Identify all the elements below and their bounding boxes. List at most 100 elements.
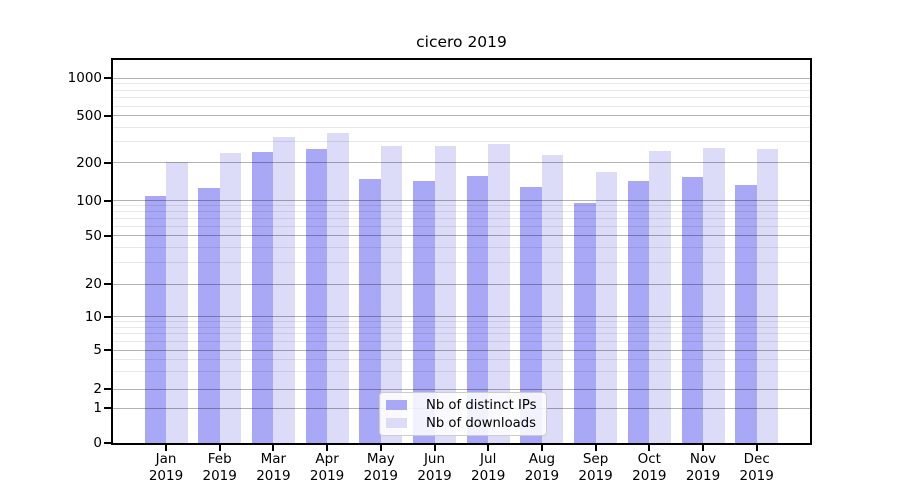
plot-area bbox=[113, 60, 810, 443]
minor-gridline-90 bbox=[113, 205, 810, 207]
legend-item-downloads: Nb of downloads bbox=[386, 414, 540, 432]
x-tick-jan bbox=[165, 445, 167, 451]
legend-label-distinct-ips: Nb of distinct IPs bbox=[426, 397, 537, 413]
bar-distinct-ips-apr bbox=[305, 149, 328, 443]
legend-swatch-distinct-ips bbox=[386, 399, 407, 411]
bar-downloads-dec bbox=[756, 149, 779, 443]
bar-distinct-ips-jun bbox=[413, 181, 435, 443]
bar-downloads-aug bbox=[541, 154, 564, 443]
x-tick-label-jun: Jun 2019 bbox=[417, 451, 452, 484]
x-tick-label-apr: Apr 2019 bbox=[309, 451, 345, 484]
y-tick-0 bbox=[104, 442, 111, 444]
x-tick-label-oct: Oct 2019 bbox=[632, 451, 667, 484]
minor-gridline-6 bbox=[113, 340, 810, 342]
minor-gridline-70 bbox=[113, 218, 810, 220]
bar-distinct-ips-may bbox=[359, 179, 381, 443]
x-tick-feb bbox=[218, 445, 221, 451]
bar-distinct-ips-jan bbox=[144, 196, 166, 443]
legend-swatch-downloads bbox=[386, 417, 407, 429]
x-tick-may bbox=[379, 445, 382, 451]
y-tick-label-100: 100 bbox=[76, 192, 102, 209]
y-tick-label-5: 5 bbox=[93, 342, 102, 359]
major-gridline-100 bbox=[113, 200, 810, 202]
bar-distinct-ips-mar bbox=[251, 152, 274, 443]
bar-distinct-ips-feb bbox=[198, 188, 220, 443]
y-tick-10 bbox=[104, 315, 111, 318]
bar-distinct-ips-nov bbox=[681, 177, 703, 443]
major-gridline-50 bbox=[113, 235, 810, 237]
y-tick-label-50: 50 bbox=[84, 227, 102, 244]
y-tick-label-1000: 1000 bbox=[67, 70, 102, 87]
y-tick-1 bbox=[104, 407, 111, 410]
major-gridline-5 bbox=[113, 349, 810, 351]
minor-gridline-800 bbox=[113, 89, 810, 91]
y-tick-2 bbox=[104, 388, 111, 391]
minor-gridline-80 bbox=[113, 211, 810, 213]
x-tick-label-feb: Feb 2019 bbox=[202, 451, 237, 484]
bar-downloads-jul bbox=[488, 143, 510, 443]
x-tick-label-jan: Jan 2019 bbox=[148, 451, 184, 484]
y-tick-200 bbox=[104, 161, 111, 164]
minor-gridline-7 bbox=[113, 333, 810, 335]
x-tick-label-dec: Dec 2019 bbox=[739, 451, 774, 484]
x-tick-dec bbox=[755, 445, 758, 451]
x-tick-jul bbox=[487, 445, 490, 451]
bar-downloads-jan bbox=[166, 162, 188, 443]
x-tick-aug bbox=[540, 445, 543, 451]
y-tick-50 bbox=[104, 234, 111, 237]
legend: Nb of distinct IPs Nb of downloads bbox=[379, 392, 547, 436]
minor-gridline-40 bbox=[113, 247, 810, 249]
minor-gridline-60 bbox=[113, 225, 810, 227]
bar-distinct-ips-jul bbox=[466, 175, 489, 443]
bar-downloads-nov bbox=[703, 148, 725, 443]
major-gridline-20 bbox=[113, 283, 810, 285]
minor-gridline-900 bbox=[113, 83, 810, 85]
minor-gridline-4 bbox=[113, 359, 810, 361]
bar-downloads-sep bbox=[595, 172, 618, 443]
y-tick-label-0: 0 bbox=[93, 435, 102, 451]
major-gridline-500 bbox=[113, 115, 810, 117]
x-tick-label-sep: Sep 2019 bbox=[578, 451, 613, 484]
bar-distinct-ips-oct bbox=[627, 180, 650, 443]
y-tick-label-20: 20 bbox=[84, 276, 102, 293]
x-tick-apr bbox=[326, 445, 329, 451]
chart-title: cicero 2019 bbox=[416, 33, 507, 51]
major-gridline-10 bbox=[113, 316, 810, 318]
y-tick-20 bbox=[104, 283, 111, 286]
minor-gridline-600 bbox=[113, 105, 810, 107]
y-tick-label-1: 1 bbox=[93, 400, 102, 417]
y-tick-100 bbox=[104, 199, 111, 202]
major-gridline-200 bbox=[113, 162, 810, 164]
x-tick-nov bbox=[702, 445, 704, 451]
x-tick-jun bbox=[433, 445, 436, 451]
x-tick-oct bbox=[648, 445, 651, 451]
y-tick-label-200: 200 bbox=[76, 154, 102, 171]
bar-downloads-mar bbox=[273, 136, 295, 443]
bar-downloads-jun bbox=[434, 145, 456, 443]
x-tick-label-jul: Jul 2019 bbox=[471, 451, 506, 484]
bar-downloads-oct bbox=[649, 150, 671, 443]
major-gridline-1000 bbox=[113, 77, 810, 79]
y-tick-5 bbox=[104, 349, 111, 352]
bar-downloads-feb bbox=[219, 152, 242, 443]
x-tick-label-may: May 2019 bbox=[363, 451, 398, 484]
bar-downloads-may bbox=[380, 145, 403, 443]
major-gridline-2 bbox=[113, 388, 810, 390]
minor-gridline-700 bbox=[113, 97, 810, 99]
x-tick-mar bbox=[272, 445, 275, 451]
bar-downloads-apr bbox=[327, 133, 349, 443]
bar-distinct-ips-sep bbox=[574, 203, 596, 443]
legend-item-distinct-ips: Nb of distinct IPs bbox=[386, 396, 540, 414]
legend-label-downloads: Nb of downloads bbox=[426, 415, 536, 431]
x-tick-label-nov: Nov 2019 bbox=[685, 451, 721, 484]
minor-gridline-400 bbox=[113, 126, 810, 128]
y-tick-1000 bbox=[104, 77, 111, 80]
x-tick-label-aug: Aug 2019 bbox=[524, 451, 560, 484]
bar-distinct-ips-dec bbox=[735, 184, 757, 443]
y-tick-label-2: 2 bbox=[93, 381, 102, 398]
y-tick-500 bbox=[104, 114, 111, 117]
minor-gridline-30 bbox=[113, 262, 810, 264]
y-tick-label-500: 500 bbox=[76, 107, 102, 124]
minor-gridline-300 bbox=[113, 141, 810, 143]
